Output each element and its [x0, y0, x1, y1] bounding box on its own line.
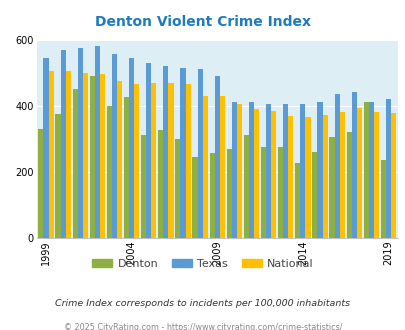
Bar: [117, 81, 122, 238]
Bar: [38, 129, 43, 238]
Bar: [282, 104, 288, 238]
Text: Crime Index corresponds to incidents per 100,000 inhabitants: Crime Index corresponds to incidents per…: [55, 299, 350, 308]
Bar: [100, 74, 105, 238]
Bar: [209, 153, 214, 238]
Bar: [226, 148, 231, 238]
Bar: [390, 113, 395, 238]
Bar: [163, 66, 168, 238]
Bar: [254, 109, 258, 238]
Bar: [368, 102, 373, 238]
Bar: [214, 76, 219, 238]
Bar: [60, 50, 66, 238]
Bar: [168, 82, 173, 238]
Bar: [277, 147, 282, 238]
Bar: [55, 114, 60, 238]
Text: © 2025 CityRating.com - https://www.cityrating.com/crime-statistics/: © 2025 CityRating.com - https://www.city…: [64, 323, 341, 330]
Legend: Denton, Texas, National: Denton, Texas, National: [87, 254, 318, 273]
Bar: [334, 94, 339, 238]
Bar: [363, 102, 368, 238]
Bar: [202, 96, 207, 238]
Bar: [260, 147, 265, 238]
Bar: [158, 130, 163, 238]
Bar: [300, 104, 305, 238]
Bar: [124, 97, 129, 238]
Bar: [305, 117, 310, 238]
Bar: [112, 54, 117, 238]
Text: Denton Violent Crime Index: Denton Violent Crime Index: [95, 15, 310, 29]
Bar: [151, 82, 156, 238]
Bar: [43, 58, 49, 238]
Bar: [317, 102, 322, 238]
Bar: [328, 137, 334, 238]
Bar: [265, 104, 271, 238]
Bar: [380, 160, 385, 238]
Bar: [356, 108, 361, 238]
Bar: [231, 102, 237, 238]
Bar: [83, 73, 88, 238]
Bar: [129, 58, 134, 238]
Bar: [77, 48, 83, 238]
Bar: [345, 132, 351, 238]
Bar: [339, 112, 344, 238]
Bar: [311, 152, 317, 238]
Bar: [94, 46, 100, 238]
Bar: [192, 157, 197, 238]
Bar: [248, 102, 254, 238]
Bar: [351, 92, 356, 238]
Bar: [180, 68, 185, 238]
Bar: [141, 135, 146, 238]
Bar: [197, 69, 202, 238]
Bar: [175, 139, 180, 238]
Bar: [66, 71, 70, 238]
Bar: [373, 112, 378, 238]
Bar: [146, 63, 151, 238]
Bar: [107, 106, 112, 238]
Bar: [72, 89, 77, 238]
Bar: [288, 116, 293, 238]
Bar: [134, 84, 139, 238]
Bar: [237, 104, 241, 238]
Bar: [294, 163, 300, 238]
Bar: [271, 111, 276, 238]
Bar: [185, 84, 190, 238]
Bar: [219, 96, 224, 238]
Bar: [90, 76, 94, 238]
Bar: [385, 99, 390, 238]
Bar: [243, 135, 248, 238]
Bar: [322, 115, 327, 238]
Bar: [49, 71, 53, 238]
